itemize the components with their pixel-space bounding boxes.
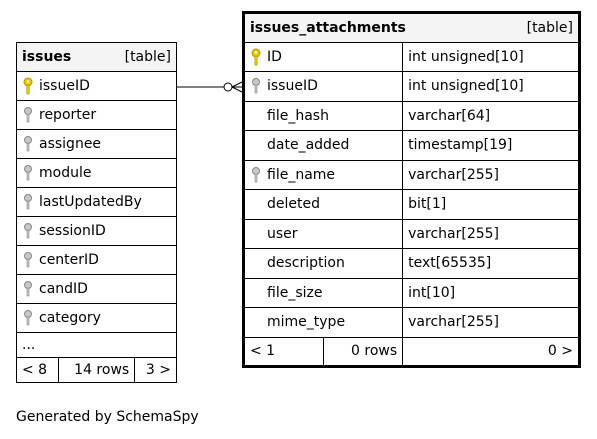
column-row: date_added timestamp[19] (242, 130, 580, 161)
column-name: sessionID (39, 223, 106, 239)
column-type: text[65535] (402, 248, 580, 279)
table-footer: < 1 0 rows 0 > (243, 336, 580, 367)
table-footer: < 8 14 rows 3 > (16, 357, 177, 383)
column-row: file_name varchar[255] (242, 159, 580, 190)
column-name: description (267, 255, 345, 272)
column-name: assignee (39, 136, 102, 152)
column-row: issueID (16, 71, 177, 101)
column-row: category (16, 303, 177, 333)
column-name: file_size (267, 284, 323, 301)
column-type: varchar[255] (402, 307, 580, 338)
foreign-key-icon (22, 222, 36, 240)
crows-foot-marker (231, 81, 243, 93)
table-header: issues [table] (16, 42, 177, 72)
column-type: timestamp[19] (402, 130, 580, 161)
column-name: file_hash (267, 107, 329, 124)
issues-table: issues [table] issueID reporter assignee… (16, 42, 177, 383)
column-row: assignee (16, 129, 177, 159)
column-name: issueID (267, 78, 318, 95)
column-name: centerID (39, 252, 99, 268)
foreign-key-icon (22, 135, 36, 153)
table-header: issues_attachments [table] (243, 12, 580, 43)
column-name: date_added (267, 137, 350, 154)
issues-attachments-table: issues_attachments [table] ID int unsign… (242, 11, 581, 368)
column-type: bit[1] (402, 189, 580, 220)
parents-count: < 8 (16, 357, 59, 383)
column-row: description text[65535] (242, 248, 580, 279)
column-name: deleted (267, 196, 320, 213)
column-name: ID (267, 48, 282, 65)
foreign-key-icon (22, 193, 36, 211)
row-count: 0 rows (322, 336, 404, 367)
more-indicator: ... (16, 332, 177, 358)
generated-by-label: Generated by SchemaSpy (16, 409, 199, 425)
column-name: reporter (39, 107, 97, 123)
column-type: int[10] (402, 277, 580, 308)
column-name: module (39, 165, 92, 181)
column-name: mime_type (267, 314, 346, 331)
column-type: int unsigned[10] (402, 71, 580, 102)
table-name: issues (22, 49, 72, 65)
column-name: issueID (39, 78, 90, 94)
table-name: issues_attachments (250, 19, 406, 36)
foreign-key-icon (22, 164, 36, 182)
primary-key-icon (250, 48, 264, 66)
table-kind: [table] (124, 49, 171, 65)
column-row: centerID (16, 245, 177, 275)
column-row: mime_type varchar[255] (242, 307, 580, 338)
more-row: ... (16, 332, 177, 358)
optional-marker (223, 82, 233, 92)
column-type: varchar[255] (402, 159, 580, 190)
column-name: file_name (267, 166, 336, 183)
column-name: candID (39, 281, 88, 297)
foreign-key-icon (22, 106, 36, 124)
foreign-key-icon (250, 77, 264, 95)
column-type: int unsigned[10] (402, 41, 580, 72)
column-row: module (16, 158, 177, 188)
column-name: lastUpdatedBy (39, 194, 142, 210)
column-name: user (267, 225, 298, 242)
foreign-key-icon (22, 280, 36, 298)
primary-key-icon (22, 77, 36, 95)
column-name: category (39, 310, 101, 326)
column-row: ID int unsigned[10] (242, 41, 580, 72)
column-row: candID (16, 274, 177, 304)
column-row: issueID int unsigned[10] (242, 71, 580, 102)
column-row: sessionID (16, 216, 177, 246)
column-row: file_size int[10] (242, 277, 580, 308)
column-type: varchar[64] (402, 100, 580, 131)
column-row: file_hash varchar[64] (242, 100, 580, 131)
column-type: varchar[255] (402, 218, 580, 249)
foreign-key-icon (250, 166, 264, 184)
row-count: 14 rows (57, 357, 136, 383)
column-row: lastUpdatedBy (16, 187, 177, 217)
column-row: deleted bit[1] (242, 189, 580, 220)
children-count: 0 > (402, 336, 580, 367)
column-row: reporter (16, 100, 177, 130)
table-kind: [table] (526, 19, 573, 36)
foreign-key-icon (22, 251, 36, 269)
column-row: user varchar[255] (242, 218, 580, 249)
foreign-key-icon (22, 309, 36, 327)
parents-count: < 1 (243, 336, 324, 367)
children-count: 3 > (134, 357, 177, 383)
